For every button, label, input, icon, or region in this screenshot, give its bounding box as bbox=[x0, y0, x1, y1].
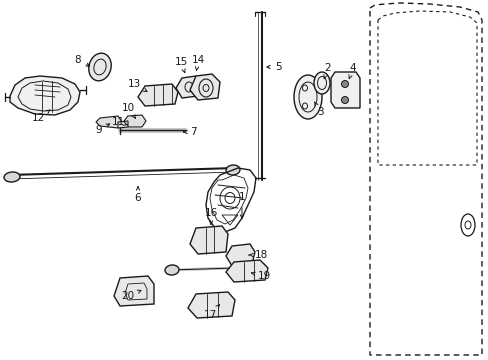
Polygon shape bbox=[124, 115, 146, 127]
Text: 8: 8 bbox=[75, 55, 89, 66]
Polygon shape bbox=[10, 76, 80, 115]
Text: 4: 4 bbox=[348, 63, 356, 78]
Text: 11: 11 bbox=[111, 117, 127, 127]
Text: 18: 18 bbox=[248, 250, 267, 260]
Polygon shape bbox=[114, 276, 154, 306]
Text: 19: 19 bbox=[251, 271, 270, 281]
Ellipse shape bbox=[313, 72, 329, 94]
Polygon shape bbox=[118, 121, 128, 128]
Ellipse shape bbox=[4, 172, 20, 182]
Polygon shape bbox=[96, 116, 122, 128]
Polygon shape bbox=[225, 260, 267, 282]
Ellipse shape bbox=[341, 96, 348, 104]
Polygon shape bbox=[225, 244, 254, 266]
Ellipse shape bbox=[341, 81, 348, 87]
Text: 9: 9 bbox=[96, 124, 109, 135]
Text: 1: 1 bbox=[238, 192, 245, 218]
Text: 16: 16 bbox=[204, 208, 217, 224]
Text: 2: 2 bbox=[323, 63, 331, 78]
Text: 10: 10 bbox=[121, 103, 135, 118]
Ellipse shape bbox=[89, 53, 111, 81]
Text: 6: 6 bbox=[134, 187, 141, 203]
Text: 5: 5 bbox=[266, 62, 281, 72]
Polygon shape bbox=[190, 74, 220, 100]
Text: 7: 7 bbox=[183, 127, 196, 137]
Text: 13: 13 bbox=[127, 79, 147, 91]
Polygon shape bbox=[176, 76, 201, 98]
Text: 17: 17 bbox=[203, 305, 219, 320]
Text: 12: 12 bbox=[31, 110, 50, 123]
Polygon shape bbox=[138, 84, 178, 106]
Ellipse shape bbox=[225, 165, 240, 175]
Ellipse shape bbox=[164, 265, 179, 275]
Text: 14: 14 bbox=[191, 55, 204, 71]
Polygon shape bbox=[187, 292, 235, 318]
Polygon shape bbox=[190, 226, 227, 254]
Text: 15: 15 bbox=[174, 57, 187, 73]
Polygon shape bbox=[330, 72, 359, 108]
Text: 20: 20 bbox=[121, 290, 141, 301]
Ellipse shape bbox=[293, 75, 321, 119]
Text: 3: 3 bbox=[314, 102, 323, 117]
